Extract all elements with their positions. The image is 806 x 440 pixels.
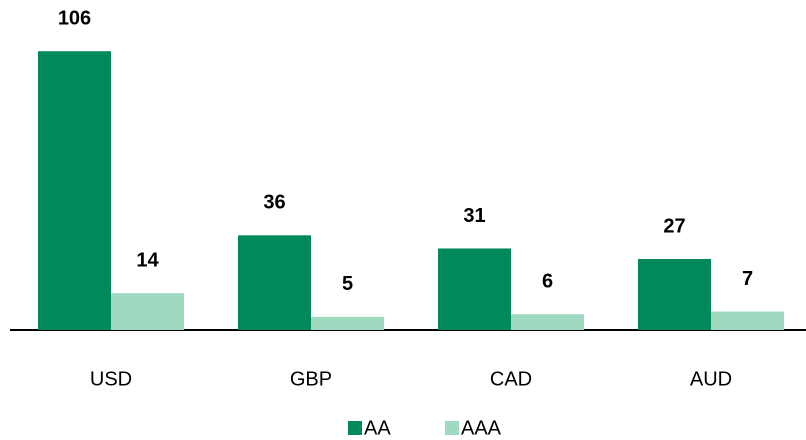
bar — [38, 51, 111, 330]
bar — [438, 248, 511, 330]
legend-swatch — [445, 421, 459, 435]
data-label: 7 — [742, 268, 753, 290]
data-label: 5 — [342, 273, 353, 295]
x-tick-label: GBP — [290, 368, 332, 390]
data-label: 36 — [263, 192, 285, 214]
bar — [111, 293, 184, 330]
legend-swatch — [348, 421, 362, 435]
data-label: 6 — [542, 271, 553, 293]
x-tick-label: USD — [90, 368, 132, 390]
x-tick-label: CAD — [490, 368, 532, 390]
data-label: 31 — [463, 205, 485, 227]
bar — [511, 314, 584, 330]
bar — [311, 316, 384, 330]
legend-label: AA — [364, 417, 391, 439]
bar — [238, 235, 311, 330]
data-label: 27 — [663, 215, 685, 237]
data-label: 106 — [58, 8, 91, 30]
x-tick-label: AUD — [690, 368, 732, 390]
bar — [638, 258, 711, 330]
data-label: 14 — [136, 249, 159, 271]
bar — [711, 311, 784, 330]
legend-label: AAA — [461, 417, 502, 439]
